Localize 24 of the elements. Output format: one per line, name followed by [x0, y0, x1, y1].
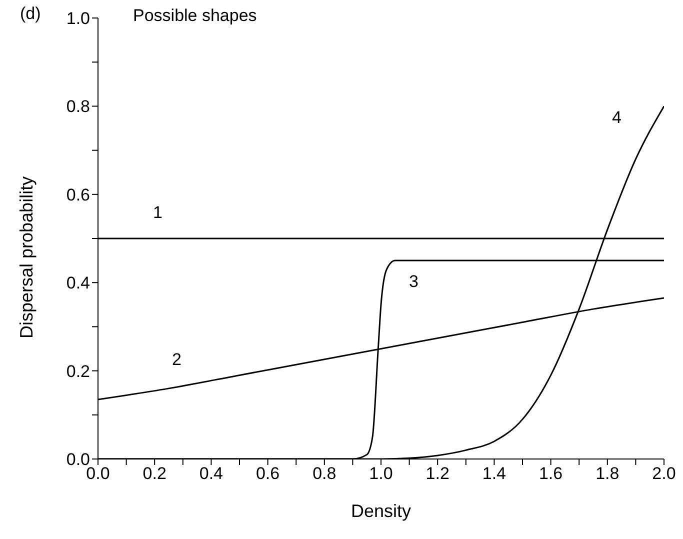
y-tick-label: 0.4: [66, 274, 90, 293]
y-tick-label: 1.0: [66, 9, 90, 28]
series-label: 1: [153, 203, 162, 223]
x-tick-label: 0.2: [142, 464, 166, 484]
x-tick-label: 0.8: [312, 464, 336, 484]
series-label: 3: [409, 272, 418, 292]
y-axis-title: Dispersal probability: [16, 176, 36, 338]
x-tick-label: 1.8: [596, 464, 620, 484]
x-tick-label: 0.4: [199, 464, 224, 484]
y-tick-label: 0.2: [66, 362, 90, 381]
x-tick-label: 1.6: [538, 464, 563, 484]
text: (d): [20, 4, 41, 24]
x-tick-label: 1.4: [482, 464, 506, 484]
series-label: 4: [612, 108, 622, 128]
chart-title: Possible shapes: [133, 6, 257, 26]
x-tick-label: 2.0: [652, 464, 676, 484]
y-tick-label: 0.6: [66, 185, 90, 204]
x-tick-label: 1.2: [426, 464, 450, 484]
series-label: 2: [172, 350, 182, 370]
x-axis-title: Density: [350, 501, 412, 521]
y-tick-label: 0.8: [66, 97, 90, 116]
x-tick-label: 0.6: [256, 464, 280, 484]
x-tick-label: 1.0: [369, 464, 393, 484]
x-tick-label: 0.0: [86, 464, 110, 484]
